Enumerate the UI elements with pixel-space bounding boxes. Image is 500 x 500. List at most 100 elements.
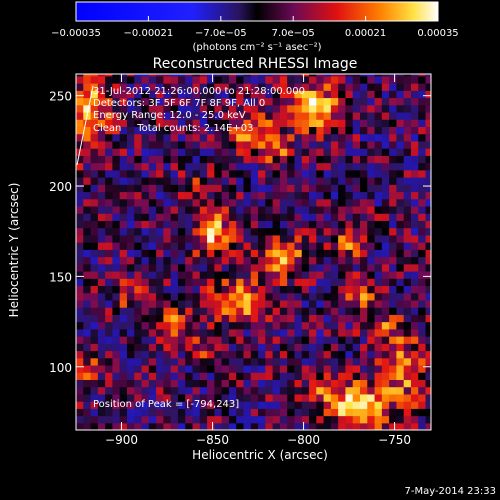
heatmap-cell <box>425 198 431 207</box>
heatmap-cell <box>389 350 398 359</box>
heatmap-cell <box>389 364 398 373</box>
heatmap-cell <box>177 422 186 430</box>
heatmap-cell <box>221 74 230 77</box>
heatmap-cell <box>163 74 172 77</box>
heatmap-cell <box>170 393 179 402</box>
heatmap-cell <box>360 372 368 381</box>
heatmap-cell <box>207 133 215 142</box>
heatmap-cell <box>301 227 310 236</box>
heatmap-cell <box>345 386 354 395</box>
heatmap-cell <box>243 263 252 272</box>
heatmap-cell <box>294 379 303 388</box>
heatmap-cell <box>345 191 354 200</box>
heatmap-cell <box>119 227 128 236</box>
heatmap-cell <box>214 256 223 265</box>
heatmap-cell <box>141 191 150 200</box>
heatmap-cell <box>228 299 237 308</box>
heatmap-cell <box>228 336 237 344</box>
heatmap-cell <box>112 278 121 287</box>
heatmap-cell <box>410 133 419 142</box>
heatmap-cell <box>192 263 201 272</box>
heatmap-cell <box>163 321 172 330</box>
heatmap-cell <box>207 155 215 164</box>
heatmap-cell <box>258 213 266 221</box>
heatmap-cell <box>90 336 99 344</box>
heatmap-cell <box>90 205 99 214</box>
heatmap-cell <box>396 270 405 279</box>
heatmap-cell <box>250 328 259 337</box>
heatmap-cell <box>418 314 427 323</box>
heatmap-cell <box>258 263 266 272</box>
heatmap-cell <box>221 278 230 287</box>
heatmap-cell <box>258 177 266 185</box>
heatmap-cell <box>243 343 252 352</box>
heatmap-cell <box>236 401 245 409</box>
heatmap-cell <box>418 408 427 417</box>
heatmap-cell <box>272 242 281 250</box>
colorbar-tick-label: −0.00021 <box>124 28 174 39</box>
heatmap-cell <box>323 328 332 337</box>
heatmap-cell <box>83 357 92 366</box>
heatmap-cell <box>323 372 332 381</box>
heatmap-cell <box>76 220 84 229</box>
heatmap-cell <box>214 249 223 258</box>
heatmap-cell <box>338 401 347 409</box>
heatmap-cell <box>156 220 164 229</box>
heatmap-cell <box>374 379 383 388</box>
heatmap-cell <box>381 372 390 381</box>
heatmap-cell <box>279 126 288 135</box>
heatmap-cell <box>374 242 383 250</box>
heatmap-cell <box>418 350 427 359</box>
heatmap-cell <box>243 75 252 84</box>
heatmap-cell <box>83 133 92 142</box>
heatmap-cell <box>83 169 92 178</box>
heatmap-cell <box>374 220 383 229</box>
heatmap-cell <box>425 75 431 84</box>
heatmap-cell <box>294 191 303 200</box>
heatmap-cell <box>367 83 376 91</box>
heatmap-cell <box>170 364 179 373</box>
heatmap-cell <box>410 307 419 315</box>
heatmap-cell <box>309 408 317 417</box>
heatmap-cell <box>258 299 266 308</box>
heatmap-cell <box>345 328 354 337</box>
heatmap-cell <box>243 357 252 366</box>
heatmap-cell <box>105 126 114 135</box>
heatmap-cell <box>243 111 252 120</box>
heatmap-cell <box>141 140 150 149</box>
heatmap-cell <box>221 386 230 395</box>
heatmap-cell <box>279 74 288 77</box>
heatmap-cell <box>185 184 194 193</box>
heatmap-cell <box>76 422 84 430</box>
heatmap-cell <box>105 422 114 430</box>
heatmap-cell <box>381 220 390 229</box>
heatmap-cell <box>156 198 164 207</box>
heatmap-cell <box>389 126 398 135</box>
heatmap-cell <box>236 177 245 185</box>
heatmap-cell <box>105 364 114 373</box>
heatmap-cell <box>112 299 121 308</box>
heatmap-cell <box>156 133 164 142</box>
heatmap-cell <box>90 263 99 272</box>
heatmap-cell <box>119 285 128 294</box>
heatmap-cell <box>156 350 164 359</box>
heatmap-cell <box>156 328 164 337</box>
heatmap-cell <box>309 97 317 106</box>
heatmap-cell <box>192 299 201 308</box>
heatmap-cell <box>236 328 245 337</box>
heatmap-cell <box>192 234 201 243</box>
heatmap-cell <box>236 169 245 178</box>
heatmap-cell <box>396 242 405 250</box>
heatmap-cell <box>272 278 281 287</box>
heatmap-cell <box>126 97 135 106</box>
heatmap-cell <box>170 285 179 294</box>
heatmap-cell <box>287 74 296 77</box>
heatmap-cell <box>112 155 121 164</box>
heatmap-cell <box>265 422 274 430</box>
heatmap-cell <box>236 364 245 373</box>
heatmap-cell <box>192 227 201 236</box>
heatmap-cell <box>338 372 347 381</box>
heatmap-cell <box>250 97 259 106</box>
heatmap-cell <box>126 133 135 142</box>
heatmap-cell <box>221 263 230 272</box>
